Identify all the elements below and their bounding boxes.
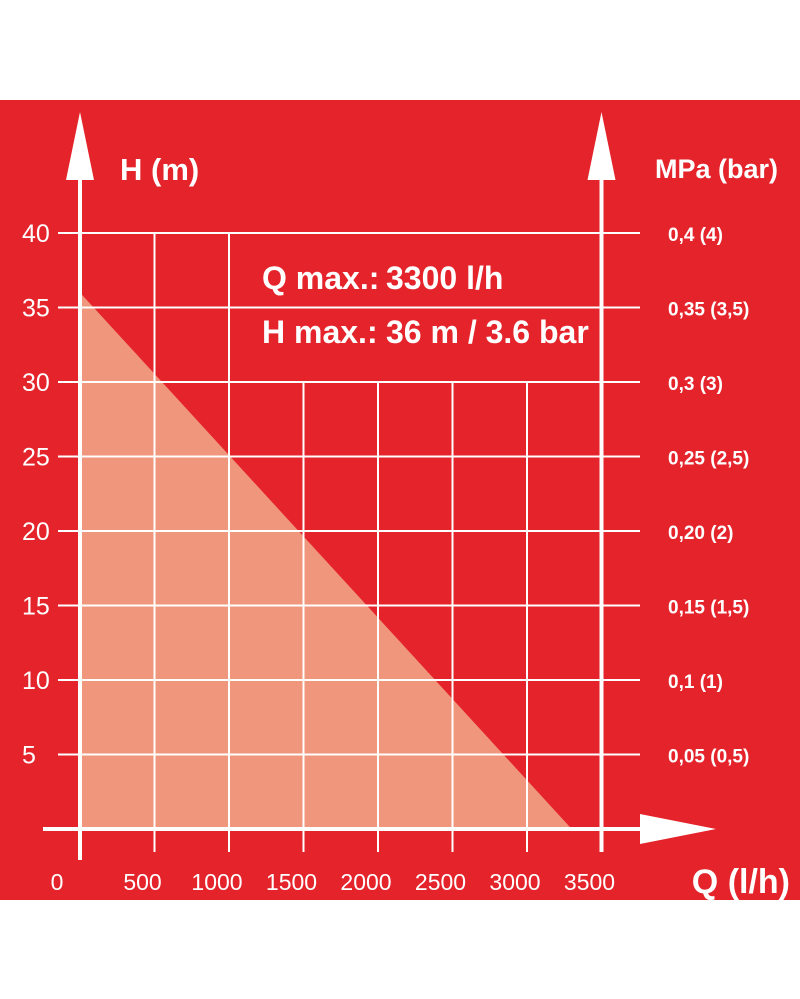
y-tick-25: 25	[22, 444, 50, 472]
y-tick-20: 20	[22, 518, 50, 546]
right-tick-0: 0,05 (0,5)	[668, 747, 749, 768]
y-tick-5: 5	[22, 742, 36, 770]
right-axis-label: MPa (bar)	[655, 154, 778, 184]
y-tick-35: 35	[22, 295, 50, 323]
x-axis-arrow	[640, 814, 716, 844]
right-axis-arrow	[587, 112, 616, 180]
x-tick-2000: 2000	[340, 869, 391, 895]
left-axis-label: H (m)	[120, 152, 199, 187]
h-max-value: 36 m / 3.6 bar	[386, 314, 589, 350]
performance-chart: H (m) MPa (bar) Q (l/h) Q max.: 3300 l/h…	[0, 100, 800, 900]
right-tick-4: 0,25 (2,5)	[668, 449, 749, 470]
y-tick-40: 40	[22, 220, 50, 248]
right-tick-2: 0,15 (1,5)	[668, 598, 749, 619]
chart-svg: H (m) MPa (bar) Q (l/h) Q max.: 3300 l/h…	[0, 100, 800, 900]
x-tick-0: 0	[51, 869, 64, 895]
performance-area	[80, 292, 572, 830]
right-tick-3: 0,20 (2)	[668, 523, 733, 544]
q-max-label: Q max.:	[262, 260, 379, 296]
axes	[43, 112, 716, 860]
right-tick-5: 0,3 (3)	[668, 374, 723, 395]
right-tick-7: 0,4 (4)	[668, 225, 723, 246]
x-tick-500: 500	[123, 869, 161, 895]
h-max-label: H max.:	[262, 314, 378, 350]
info-box: Q max.: 3300 l/h H max.: 36 m / 3.6 bar	[262, 260, 589, 350]
x-tick-3000: 3000	[489, 869, 540, 895]
y-tick-30: 30	[22, 369, 50, 397]
x-axis-label: Q (l/h)	[692, 863, 790, 900]
tick-labels: 5 10 15 20 25 30 35 40 0,05 (0,5) 0,1 (1) 0,15 (1,…	[22, 220, 749, 895]
x-tick-3500: 3500	[564, 869, 615, 895]
left-axis-arrow	[66, 112, 94, 180]
y-tick-10: 10	[22, 667, 50, 695]
q-max-value: 3300 l/h	[386, 260, 503, 296]
x-tick-1000: 1000	[191, 869, 242, 895]
right-tick-6: 0,35 (3,5)	[668, 300, 749, 321]
right-tick-1: 0,1 (1)	[668, 672, 723, 693]
x-tick-2500: 2500	[415, 869, 466, 895]
y-tick-15: 15	[22, 593, 50, 621]
x-tick-1500: 1500	[266, 869, 317, 895]
